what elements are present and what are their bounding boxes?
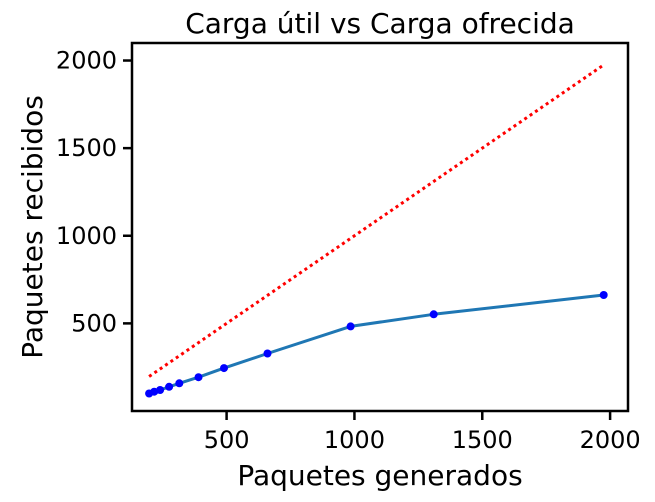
x-tick-label: 2000 [580,426,641,454]
y-axis: 500 1000 1500 2000 [56,47,132,337]
data-point [220,364,228,373]
data-point [156,386,165,394]
y-axis-label: Paquetes recibidos [16,95,49,359]
plot-area [145,63,608,398]
data-point [165,382,174,391]
chart-title: Carga útil vs Carga ofrecida [185,7,575,40]
y-tick-label: 500 [71,309,117,337]
x-tick-label: 1500 [452,426,513,454]
plot-frame [130,41,630,413]
x-axis: 500 1000 1500 2000 [204,411,641,454]
data-point [194,373,203,382]
data-point [346,322,355,331]
y-tick-label: 1500 [56,134,117,162]
data-point [429,310,438,319]
x-tick-label: 1000 [324,426,385,454]
y-tick-label: 2000 [56,47,117,75]
data-point [175,379,184,388]
x-axis-label: Paquetes generados [237,459,522,492]
series-line [148,293,604,395]
x-tick-label: 500 [204,426,250,454]
reference-line [148,63,605,378]
data-point [263,349,272,358]
y-tick-label: 1000 [56,222,117,250]
data-point [599,291,608,299]
